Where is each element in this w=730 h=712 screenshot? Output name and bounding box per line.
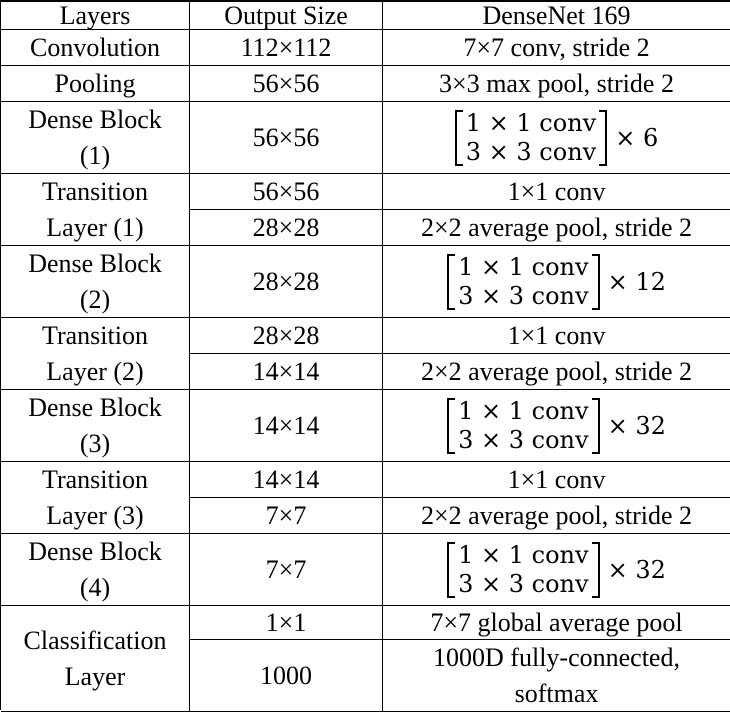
layer-dense-block-3: Dense Block (3)	[1, 390, 190, 462]
right-bracket	[591, 253, 600, 310]
op-classification-fc: 1000D fully-connected, softmax	[383, 640, 730, 712]
size-dense-block-1: 56×56	[190, 102, 383, 174]
layer-transition-3: Transition Layer (3)	[1, 462, 190, 534]
layer-dense-block-4-line1: Dense Block	[28, 536, 162, 566]
left-bracket	[447, 253, 456, 310]
op-classification-fc-line1: 1000D fully-connected,	[433, 642, 680, 672]
size-transition-3-conv: 14×14	[190, 462, 383, 498]
size-pooling: 56×56	[190, 66, 383, 102]
left-bracket	[454, 109, 463, 166]
size-transition-2-conv: 28×28	[190, 318, 383, 354]
matrix-row-2: 3 × 3 conv	[458, 425, 589, 454]
layer-convolution: Convolution	[1, 30, 190, 66]
size-transition-2-pool: 14×14	[190, 354, 383, 390]
layer-classification: Classification Layer	[1, 606, 190, 712]
matrix-dense-block-4: 1 × 1 conv 3 × 3 conv	[447, 540, 600, 599]
size-convolution: 112×112	[190, 30, 383, 66]
op-transition-2-pool: 2×2 average pool, stride 2	[383, 354, 730, 390]
op-transition-1-conv: 1×1 conv	[383, 174, 730, 210]
header-layers: Layers	[1, 1, 190, 30]
layer-transition-2-line2: Layer (2)	[46, 356, 144, 386]
size-classification-pool: 1×1	[190, 606, 383, 640]
layer-dense-block-2-line1: Dense Block	[28, 248, 162, 278]
layer-transition-3-line2: Layer (3)	[46, 500, 144, 530]
op-dense-block-1: 1 × 1 conv 3 × 3 conv × 6	[383, 102, 730, 174]
size-transition-1-pool: 28×28	[190, 210, 383, 246]
matrix-row-1: 1 × 1 conv	[465, 108, 597, 137]
right-bracket	[591, 397, 600, 454]
matrix-row-2: 3 × 3 conv	[458, 569, 589, 598]
layer-transition-3-line1: Transition	[42, 464, 148, 494]
left-bracket	[447, 397, 456, 454]
repeat-dense-block-3: × 32	[607, 411, 666, 440]
op-dense-block-3: 1 × 1 conv 3 × 3 conv × 32	[383, 390, 730, 462]
layer-dense-block-2-line2: (2)	[79, 284, 111, 314]
matrix-row-2: 3 × 3 conv	[458, 281, 589, 310]
layer-dense-block-4: Dense Block (4)	[1, 534, 190, 606]
layer-transition-1-line1: Transition	[42, 176, 148, 206]
header-model: DenseNet 169	[383, 1, 730, 30]
repeat-dense-block-4: × 32	[607, 555, 666, 584]
size-transition-3-pool: 7×7	[190, 498, 383, 534]
layer-transition-1-line2: Layer (1)	[46, 212, 144, 242]
size-dense-block-4: 7×7	[190, 534, 383, 606]
right-bracket	[591, 541, 600, 598]
matrix-row-1: 1 × 1 conv	[458, 540, 589, 569]
op-transition-3-pool: 2×2 average pool, stride 2	[383, 498, 730, 534]
op-convolution: 7×7 conv, stride 2	[383, 30, 730, 66]
matrix-row-2: 3 × 3 conv	[465, 137, 597, 166]
header-output-size: Output Size	[190, 1, 383, 30]
op-classification-pool: 7×7 global average pool	[383, 606, 730, 640]
matrix-row-1: 1 × 1 conv	[458, 252, 589, 281]
repeat-dense-block-2: × 12	[607, 267, 666, 296]
op-classification-fc-line2: softmax	[514, 678, 599, 708]
layer-dense-block-2: Dense Block (2)	[1, 246, 190, 318]
layer-dense-block-1-line2: (1)	[79, 140, 111, 170]
op-dense-block-4: 1 × 1 conv 3 × 3 conv × 32	[383, 534, 730, 606]
right-bracket	[599, 109, 608, 166]
layer-dense-block-1: Dense Block (1)	[1, 102, 190, 174]
op-pooling: 3×3 max pool, stride 2	[383, 66, 730, 102]
op-transition-2-conv: 1×1 conv	[383, 318, 730, 354]
matrix-dense-block-1: 1 × 1 conv 3 × 3 conv	[454, 108, 608, 167]
layer-classification-line2: Layer	[64, 661, 126, 691]
layer-dense-block-4-line2: (4)	[79, 572, 111, 602]
layer-dense-block-1-line1: Dense Block	[28, 104, 162, 134]
op-dense-block-2: 1 × 1 conv 3 × 3 conv × 12	[383, 246, 730, 318]
repeat-dense-block-1: × 6	[615, 123, 659, 152]
size-dense-block-2: 28×28	[190, 246, 383, 318]
op-transition-3-conv: 1×1 conv	[383, 462, 730, 498]
matrix-dense-block-2: 1 × 1 conv 3 × 3 conv	[447, 252, 600, 311]
left-bracket	[447, 541, 456, 598]
size-transition-1-conv: 56×56	[190, 174, 383, 210]
layer-dense-block-3-line2: (3)	[79, 428, 111, 458]
layer-dense-block-3-line1: Dense Block	[28, 392, 162, 422]
matrix-row-1: 1 × 1 conv	[458, 396, 589, 425]
layer-transition-2-line1: Transition	[42, 320, 148, 350]
size-dense-block-3: 14×14	[190, 390, 383, 462]
op-transition-1-pool: 2×2 average pool, stride 2	[383, 210, 730, 246]
layer-classification-line1: Classification	[23, 625, 167, 655]
layer-transition-2: Transition Layer (2)	[1, 318, 190, 390]
size-classification-fc: 1000	[190, 640, 383, 712]
layer-pooling: Pooling	[1, 66, 190, 102]
layer-transition-1: Transition Layer (1)	[1, 174, 190, 246]
matrix-dense-block-3: 1 × 1 conv 3 × 3 conv	[447, 396, 600, 455]
